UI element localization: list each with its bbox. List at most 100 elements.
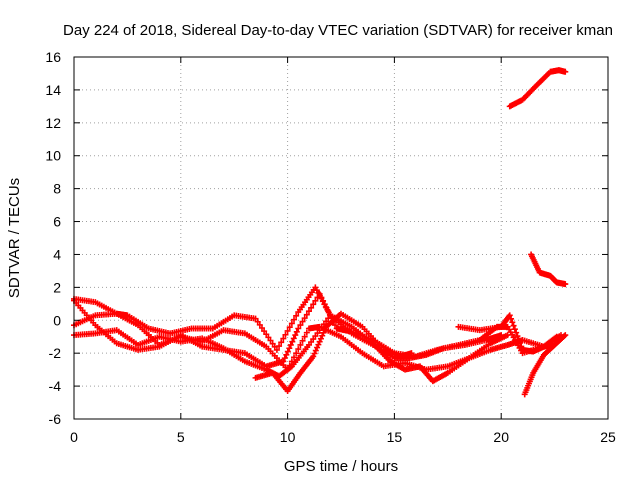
y-tick-label: 0 [53, 312, 61, 328]
data-point [316, 290, 323, 297]
data-point [292, 332, 299, 339]
data-point [320, 297, 327, 304]
data-point [299, 318, 306, 325]
data-point [265, 334, 272, 341]
x-tick-label: 25 [600, 429, 616, 445]
series-track-9 [528, 251, 569, 288]
y-tick-label: 4 [53, 246, 61, 262]
data-point [553, 333, 560, 340]
data-point [273, 346, 280, 353]
y-tick-label: -4 [49, 378, 62, 394]
y-tick-label: 16 [45, 49, 61, 65]
data-point [284, 327, 291, 334]
data-point [256, 321, 263, 328]
data-point [310, 301, 317, 308]
y-tick-label: 10 [45, 148, 61, 164]
data-point [562, 68, 569, 75]
x-tick-label: 20 [493, 429, 509, 445]
data-point [267, 337, 274, 344]
data-point [288, 320, 295, 327]
data-layer [71, 67, 569, 398]
data-point [263, 331, 270, 338]
y-tick-label: 12 [45, 115, 61, 131]
data-point [510, 322, 517, 329]
data-point [293, 328, 300, 335]
y-tick-label: 6 [53, 214, 61, 230]
data-point [408, 350, 415, 357]
data-point [252, 315, 259, 322]
x-tick-label: 10 [280, 429, 296, 445]
data-point [254, 318, 261, 325]
data-point [278, 339, 285, 346]
data-point [290, 335, 297, 342]
data-point [308, 304, 315, 311]
data-point [561, 333, 568, 340]
data-point [297, 341, 304, 348]
data-point [515, 336, 522, 343]
data-point [518, 343, 525, 350]
series-track-7 [521, 332, 569, 398]
data-point [562, 281, 569, 288]
y-tick-label: -6 [49, 411, 62, 427]
data-point [301, 315, 308, 322]
data-point [295, 325, 302, 332]
data-point [284, 348, 291, 355]
y-tick-label: -2 [49, 345, 62, 361]
x-tick-label: 5 [177, 429, 185, 445]
data-point [318, 294, 325, 301]
data-point [514, 333, 521, 340]
data-point [283, 351, 290, 358]
data-point [315, 341, 322, 348]
data-point [293, 312, 300, 319]
y-tick-label: 8 [53, 181, 61, 197]
x-axis: 0 5 10 15 20 25 [70, 57, 616, 445]
data-point [286, 345, 293, 352]
series-track-6 [455, 312, 556, 355]
data-point [258, 325, 265, 332]
data-point [312, 347, 319, 354]
y-axis-label: SDTVAR / TECUs [6, 178, 23, 298]
x-tick-label: 15 [387, 429, 403, 445]
data-point [317, 335, 324, 342]
y-tick-label: 14 [45, 82, 61, 98]
data-point [293, 350, 300, 357]
data-point [280, 335, 287, 342]
y-axis: -6 -4 -2 0 2 4 6 8 10 12 14 16 [45, 49, 608, 427]
series-track-5 [252, 310, 415, 395]
data-point [261, 328, 268, 335]
data-point [498, 332, 505, 339]
data-point [312, 297, 319, 304]
data-point [281, 355, 288, 362]
data-point [506, 312, 513, 319]
data-point [303, 311, 310, 318]
data-point [516, 339, 523, 346]
data-point [511, 326, 518, 333]
data-point [269, 340, 276, 347]
data-point [305, 308, 312, 315]
data-point [509, 319, 516, 326]
data-point [513, 329, 520, 336]
data-point [276, 343, 283, 350]
data-point [562, 332, 569, 339]
data-point [303, 329, 310, 336]
data-point [287, 341, 294, 348]
data-point [301, 333, 308, 340]
grid [74, 57, 608, 419]
data-point [299, 337, 306, 344]
plot-frame [73, 56, 609, 420]
data-point [280, 358, 287, 365]
data-point [291, 316, 298, 323]
data-point [316, 338, 323, 345]
x-axis-label: GPS time / hours [284, 458, 398, 475]
y-tick-label: 2 [53, 279, 61, 295]
data-point [332, 322, 339, 329]
series-track-8 [506, 67, 569, 110]
data-point [325, 308, 332, 315]
data-point [323, 304, 330, 311]
x-tick-label: 0 [70, 429, 78, 445]
data-point [295, 346, 302, 353]
data-point [282, 331, 289, 338]
series-track-1 [71, 295, 511, 373]
data-point [286, 324, 293, 331]
